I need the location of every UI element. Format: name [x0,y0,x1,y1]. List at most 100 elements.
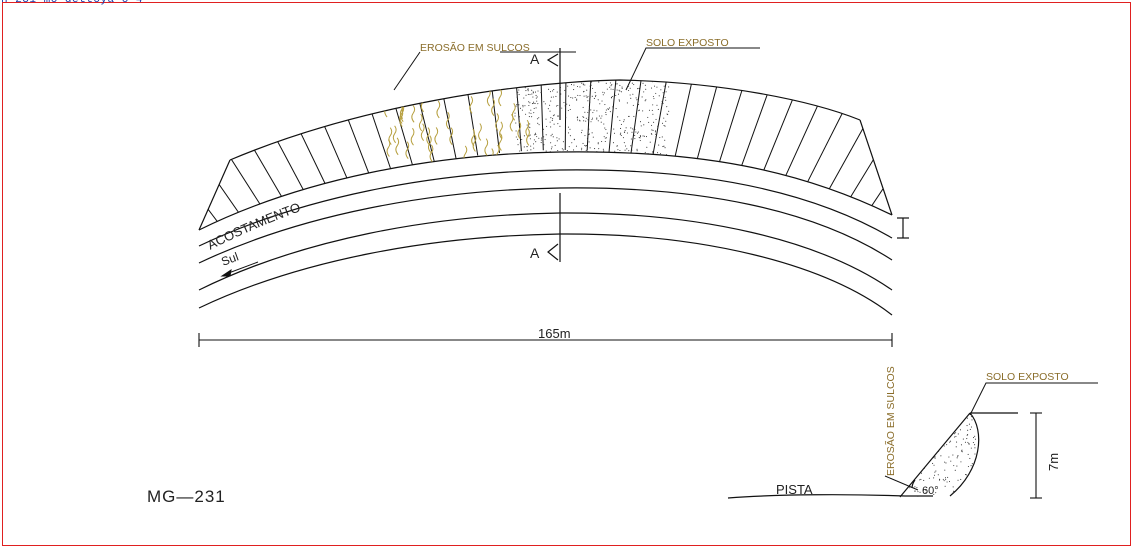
soil-dot [576,99,578,101]
soil-dot [643,135,646,137]
section-soil-dot [914,471,917,473]
soil-dot [604,137,606,139]
section-soil-dot [981,453,982,454]
rill-mark [478,123,482,141]
soil-dot [528,126,530,128]
soil-dot [517,144,519,146]
soil-dot [517,103,519,106]
soil-dot [659,136,661,139]
section-soil-dot [909,417,911,419]
section-soil-dot [968,423,970,425]
section-soil-dot [911,418,913,420]
soil-dot [654,133,657,135]
section-soil-dot [930,449,932,451]
section-soil-dot [947,414,949,416]
soil-dot [605,82,607,84]
hatch-line [87,218,164,293]
section-soil-dot [983,476,984,477]
height-dimension-label: 7m [1046,453,1061,471]
soil-dot [616,89,618,91]
soil-dot [620,132,622,134]
soil-dot [635,131,637,133]
section-soil-dot [969,496,972,497]
section-soil-dot [984,425,985,426]
soil-dot [537,90,539,92]
soil-dot [637,131,639,133]
section-soil-dot [978,468,979,470]
soil-dot [629,87,631,89]
soil-dot [523,97,525,99]
soil-dot [544,138,546,141]
soil-dot [592,136,594,138]
soil-dot [636,88,639,90]
soil-dot [540,137,543,139]
soil-dot [622,137,624,139]
section-soil-dot [966,474,968,476]
section-soil-dot [922,413,924,415]
hatch-line [1010,279,1097,345]
soil-dot [645,99,647,101]
soil-dot [550,142,552,144]
soil-dot [616,145,618,147]
soil-dot [530,112,532,114]
soil-dot [592,87,594,89]
section-soil-dot [925,413,928,414]
soil-dot [592,112,594,114]
section-soil-dot [906,431,909,433]
soil-dot [559,125,561,127]
section-soil-dot [966,425,968,427]
rill-mark [386,139,391,157]
soil-dot [585,149,587,151]
slope-angle-label: 60° [922,485,939,497]
soil-dot [533,107,535,109]
section-soil-dot [974,453,976,455]
soil-dot [651,109,653,111]
hatch-line [334,84,372,180]
rill-mark [509,114,514,132]
soil-dot [652,104,654,106]
rill-mark [489,148,494,166]
section-soil-dot [908,451,910,453]
section-soil-dot [919,436,921,438]
soil-dot [581,147,583,149]
hatch-line [68,235,148,307]
soil-dot [543,136,545,138]
slope-left-edge [198,159,231,231]
soil-dot [579,119,581,121]
hatch-line [359,80,393,174]
soil-dot [553,114,555,116]
section-soil-dot [974,435,976,437]
road-surface [727,494,933,499]
section-soil-dot [942,443,944,445]
soil-dot [633,83,635,86]
rill-mark [429,144,434,163]
soil-dot [551,146,553,148]
section-soil-dot [939,478,941,480]
section-soil-dot [982,485,983,486]
soil-dot [525,90,527,92]
rill-mark [418,113,423,132]
soil-dot [515,130,517,132]
soil-dot [533,139,535,141]
rill-mark [399,109,404,127]
section-soil-dot [917,463,919,465]
soil-dot [574,80,577,82]
soil-dot [631,131,633,133]
soil-dot [528,112,530,114]
soil-dot [536,118,538,120]
soil-dot [533,112,535,114]
section-soil-label: SOLO EXPOSTO [986,371,1069,383]
section-soil-dot [930,431,932,433]
section-soil-dot [919,479,921,481]
section-soil-dot [975,414,977,417]
exposed-soil-bulge [949,412,980,497]
section-soil-dot [935,414,937,416]
section-soil-dot [977,471,979,473]
soil-dot [589,78,590,79]
rill-mark [471,128,475,147]
hatch-line [964,226,1042,300]
soil-dot [642,110,644,112]
soil-dot [557,115,559,117]
rill-mark [434,127,439,145]
section-soil-dot [952,486,954,488]
